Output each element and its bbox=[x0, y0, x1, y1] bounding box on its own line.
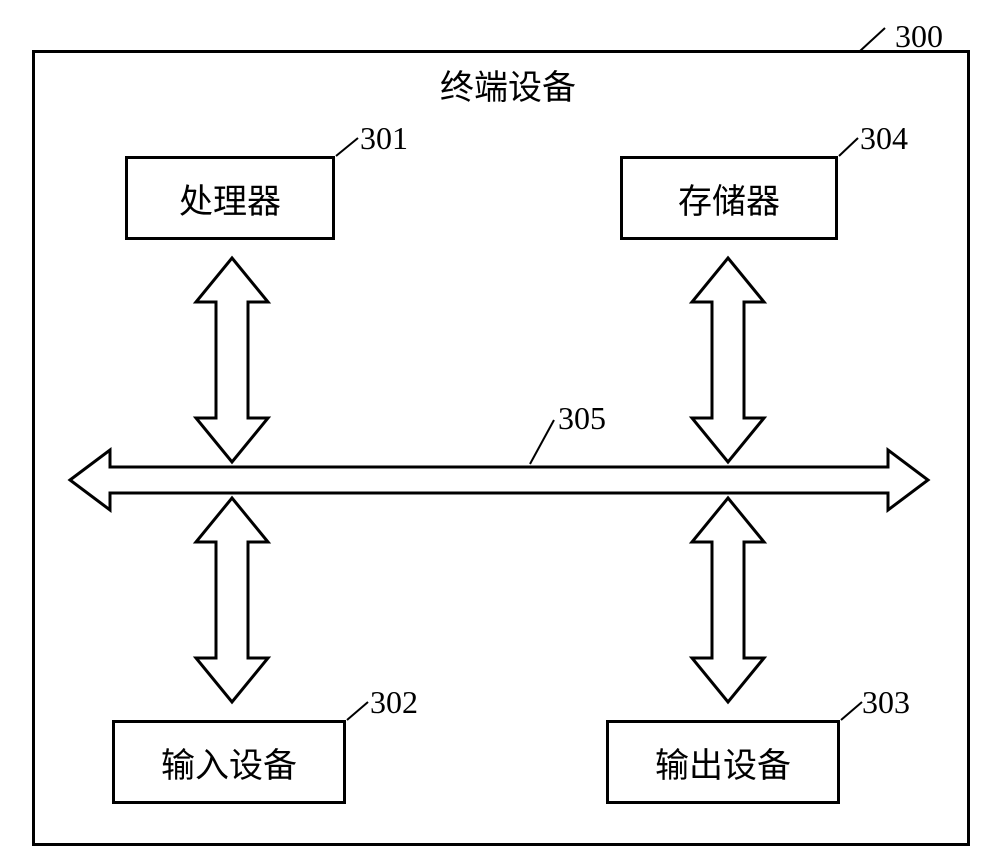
container-title: 终端设备 bbox=[440, 60, 576, 109]
node-input-device: 输入设备 bbox=[112, 720, 346, 804]
node-processor: 处理器 bbox=[125, 156, 335, 240]
ref-label-memory: 304 bbox=[860, 120, 908, 157]
ref-label-input: 302 bbox=[370, 684, 418, 721]
node-input-label: 输入设备 bbox=[161, 738, 297, 787]
node-memory: 存储器 bbox=[620, 156, 838, 240]
node-processor-label: 处理器 bbox=[179, 174, 281, 223]
ref-label-bus: 305 bbox=[558, 400, 606, 437]
node-memory-label: 存储器 bbox=[678, 174, 780, 223]
diagram-canvas: 终端设备 处理器 存储器 输入设备 输出设备 300 301 304 302 3… bbox=[0, 0, 1000, 865]
ref-label-container: 300 bbox=[895, 18, 943, 55]
ref-label-processor: 301 bbox=[360, 120, 408, 157]
node-output-device: 输出设备 bbox=[606, 720, 840, 804]
ref-label-output: 303 bbox=[862, 684, 910, 721]
node-output-label: 输出设备 bbox=[655, 738, 791, 787]
